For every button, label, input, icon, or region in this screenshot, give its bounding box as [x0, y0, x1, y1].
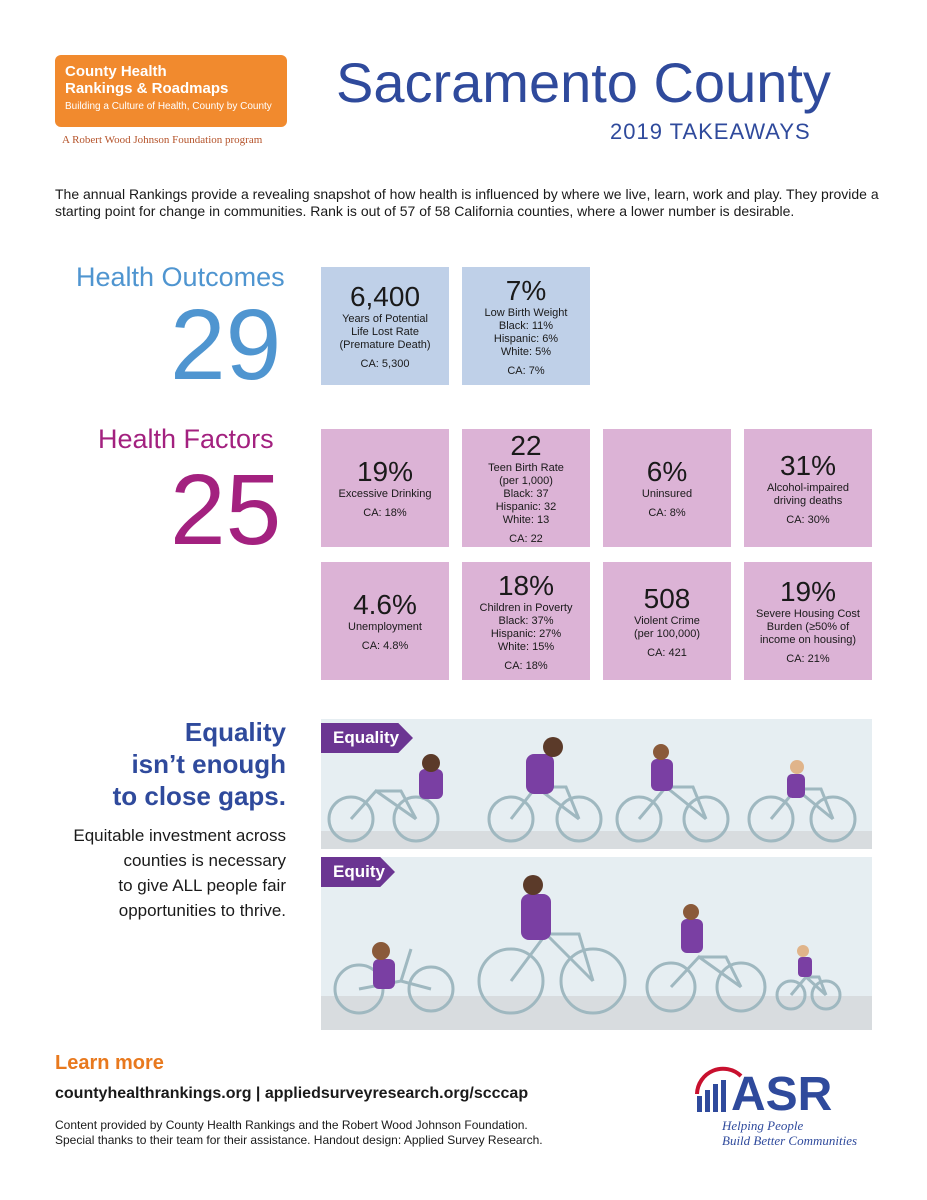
metric-ca-value: CA: 7%	[507, 364, 545, 377]
metric-label: Years of Potential Life Lost Rate (Prema…	[339, 313, 431, 351]
outcome-box-premature-death: 6,400 Years of Potential Life Lost Rate …	[321, 267, 449, 385]
metric-value: 31%	[779, 449, 837, 481]
metric-value: 7%	[505, 274, 547, 306]
metric-value: 508	[643, 582, 691, 614]
asr-tagline-line-1: Helping People	[722, 1118, 804, 1133]
intro-paragraph: The annual Rankings provide a revealing …	[55, 186, 879, 219]
equality-body-line: counties is necessary	[123, 851, 286, 870]
metric-label: Alcohol-impaired driving deaths	[767, 481, 849, 507]
credits: Content provided by County Health Rankin…	[55, 1118, 575, 1148]
metric-value: 19%	[356, 456, 414, 487]
equality-body-line: opportunities to thrive.	[118, 901, 286, 920]
metric-value: 19%	[779, 576, 837, 607]
equality-body-line: Equitable investment across	[73, 826, 286, 845]
equality-heading: Equality isn’t enough to close gaps.	[60, 716, 286, 812]
factor-box-excessive-drinking: 19% Excessive Drinking CA: 18%	[321, 429, 449, 547]
credit-line: Content provided by County Health Rankin…	[55, 1118, 528, 1132]
equity-tag: Equity	[321, 857, 395, 887]
logo-line-3: Building a Culture of Health, County by …	[65, 101, 272, 112]
factor-box-uninsured: 6% Uninsured CA: 8%	[603, 429, 731, 547]
metric-value: 6%	[646, 456, 688, 487]
factor-box-teen-birth-rate: 22 Teen Birth Rate (per 1,000) Black: 37…	[462, 429, 590, 547]
metric-ca-value: CA: 421	[647, 646, 687, 659]
factor-box-violent-crime: 508 Violent Crime (per 100,000) CA: 421	[603, 562, 731, 680]
metric-label: Uninsured	[641, 488, 693, 500]
credit-line: Special thanks to their team for their a…	[55, 1133, 543, 1147]
page-title: Sacramento County	[336, 51, 831, 114]
factor-box-alcohol-impaired-driving: 31% Alcohol-impaired driving deaths CA: …	[744, 429, 872, 547]
metric-label: Children in Poverty Black: 37% Hispanic:…	[479, 601, 573, 653]
metric-ca-value: CA: 18%	[504, 659, 548, 672]
metric-value: 6,400	[349, 281, 421, 312]
metric-value: 18%	[497, 569, 555, 601]
metric-label: Excessive Drinking	[338, 488, 432, 500]
metric-value: 22	[510, 430, 542, 461]
metric-ca-value: CA: 30%	[786, 513, 830, 526]
factor-box-housing-cost-burden: 19% Severe Housing Cost Burden (≥50% of …	[744, 562, 872, 680]
asr-bars-icon: ASR	[695, 1066, 832, 1121]
metric-ca-value: CA: 21%	[786, 653, 830, 665]
metric-label: Violent Crime (per 100,000)	[633, 614, 701, 640]
asr-logo: ASR	[693, 1064, 873, 1121]
asr-wordmark: ASR	[731, 1068, 832, 1114]
factor-box-unemployment: 4.6% Unemployment CA: 4.8%	[321, 562, 449, 680]
outcome-box-low-birth-weight: 7% Low Birth Weight Black: 11% Hispanic:…	[462, 267, 590, 385]
metric-ca-value: CA: 18%	[363, 507, 407, 519]
metric-ca-value: CA: 8%	[648, 507, 686, 519]
equality-heading-line: Equality	[184, 717, 286, 747]
learn-more-heading: Learn more	[55, 1052, 164, 1074]
factor-box-children-in-poverty: 18% Children in Poverty Black: 37% Hispa…	[462, 562, 590, 680]
health-factors-rank: 25	[170, 454, 282, 566]
equality-heading-line: isn’t enough	[131, 749, 286, 779]
rwjf-program-label: A Robert Wood Johnson Foundation program	[62, 134, 263, 146]
logo-line-1: County Health	[65, 63, 167, 80]
equality-heading-line: to close gaps.	[112, 781, 286, 811]
equality-body: Equitable investment across counties is …	[40, 823, 286, 923]
asr-tagline-line-2: Build Better Communities	[722, 1133, 858, 1148]
metric-label: Severe Housing Cost Burden (≥50% of inco…	[756, 608, 860, 646]
equality-equity-illustration: Equality Equity	[321, 719, 872, 1030]
equality-tag: Equality	[321, 723, 413, 753]
health-outcomes-rank: 29	[170, 289, 282, 401]
chrr-logo: County Health Rankings & Roadmaps Buildi…	[55, 55, 287, 127]
health-factors-label: Health Factors	[98, 424, 274, 454]
metric-label: Low Birth Weight Black: 11% Hispanic: 6%…	[484, 306, 568, 358]
equality-body-line: to give ALL people fair	[118, 876, 286, 895]
metric-label: Teen Birth Rate (per 1,000) Black: 37 Hi…	[488, 462, 564, 526]
bicycle-illustration	[321, 737, 872, 1030]
metric-ca-value: CA: 4.8%	[361, 640, 409, 652]
resource-links[interactable]: countyhealthrankings.org | appliedsurvey…	[55, 1085, 529, 1102]
metric-ca-value: CA: 5,300	[360, 358, 410, 370]
health-outcomes-label: Health Outcomes	[76, 262, 285, 292]
page-subtitle: 2019 TAKEAWAYS	[610, 119, 811, 144]
logo-line-2: Rankings & Roadmaps	[65, 80, 229, 97]
metric-label: Unemployment	[348, 621, 422, 633]
metric-ca-value: CA: 22	[509, 533, 543, 545]
metric-value: 4.6%	[353, 589, 417, 620]
